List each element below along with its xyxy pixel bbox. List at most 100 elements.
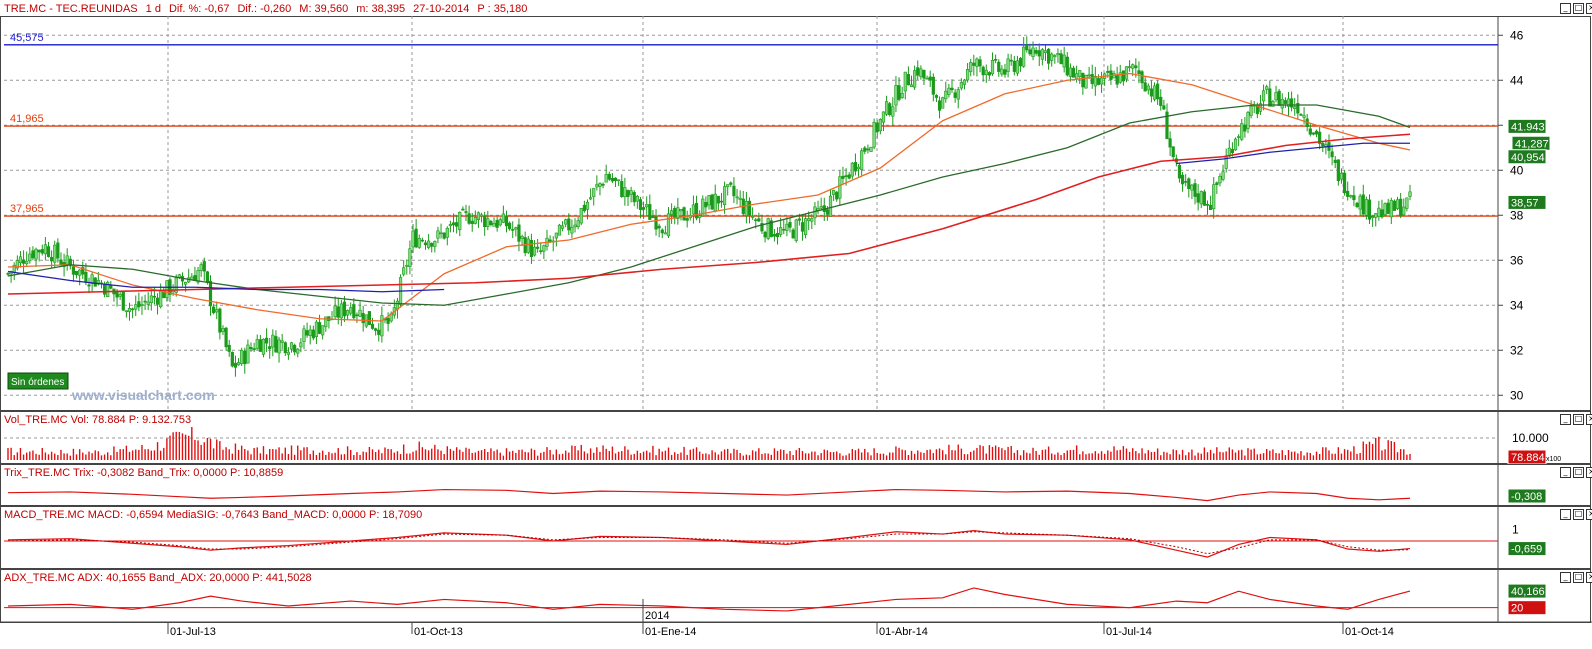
candle-body — [208, 280, 213, 307]
candle-body — [196, 270, 200, 283]
candle-body — [891, 106, 895, 117]
candle-body — [143, 300, 147, 303]
candle-body — [713, 193, 717, 212]
candle-body — [1018, 57, 1023, 67]
close-icon[interactable]: × — [1586, 572, 1592, 583]
candle-body — [271, 334, 275, 348]
maximize-icon[interactable]: □ — [1573, 509, 1584, 520]
candle-body — [529, 240, 534, 258]
candle-body — [420, 239, 424, 242]
x-tick-label: 01-Abr-14 — [879, 626, 928, 638]
adx-band-tag-box — [1507, 600, 1547, 616]
candle-body — [1059, 53, 1063, 65]
candle-body — [651, 216, 655, 218]
candle-body — [87, 284, 91, 287]
candle-body — [1265, 86, 1269, 90]
candle-body — [355, 314, 359, 317]
adx-band-tag-text: 20 — [1511, 603, 1523, 615]
candle-body — [1081, 72, 1085, 88]
candle-body — [445, 227, 449, 238]
candle-body — [243, 350, 247, 365]
candle-body — [853, 162, 858, 172]
main-window-buttons: _ □ × — [1560, 3, 1592, 14]
price-tag-3-box — [1507, 194, 1547, 210]
candle-body — [554, 232, 558, 239]
candle-body — [1071, 67, 1076, 78]
candle-body — [165, 280, 169, 299]
candle-body — [495, 220, 499, 228]
candle-body — [1212, 184, 1216, 210]
candle-body — [997, 61, 1001, 72]
candle-body — [732, 185, 736, 197]
candle-body — [215, 309, 219, 313]
candle-body — [1190, 184, 1194, 191]
maximize-icon[interactable]: □ — [1573, 572, 1584, 583]
candle-body — [722, 186, 727, 206]
close-icon[interactable]: × — [1586, 3, 1592, 14]
candle-body — [769, 220, 773, 238]
candle-body — [803, 218, 808, 235]
price-tag-0-box — [1507, 118, 1547, 134]
candle-body — [1277, 90, 1281, 106]
candle-body — [342, 301, 347, 317]
close-icon[interactable]: × — [1586, 509, 1592, 520]
candle-body — [1090, 74, 1094, 85]
candle-body — [1383, 203, 1387, 215]
candle-body — [127, 307, 132, 312]
x-tick-label: 01-Oct-13 — [414, 626, 463, 638]
macd-panel-frame — [0, 506, 1591, 569]
candle-body — [37, 249, 41, 253]
maximize-icon[interactable]: □ — [1573, 414, 1584, 425]
candle-body — [118, 294, 122, 297]
candle-body — [807, 218, 811, 222]
close-icon[interactable]: × — [1586, 467, 1592, 478]
candle-body — [1271, 101, 1275, 107]
candle-body — [906, 74, 910, 86]
candle-body — [526, 238, 530, 253]
candle-body — [632, 192, 636, 203]
minimize-icon[interactable]: _ — [1560, 414, 1571, 425]
candle-body — [1171, 146, 1175, 158]
candle-body — [1280, 99, 1284, 109]
candle-body — [1140, 71, 1144, 84]
candle-body — [542, 245, 546, 252]
candle-body — [1352, 195, 1356, 201]
adx-value-tag-box — [1507, 583, 1547, 599]
candle-body — [15, 260, 19, 269]
candle-body — [598, 183, 602, 187]
candle-body — [40, 249, 44, 254]
trix-value-tag-text: -0,308 — [1511, 491, 1542, 503]
minimize-icon[interactable]: _ — [1560, 3, 1571, 14]
minimize-icon[interactable]: _ — [1560, 467, 1571, 478]
candle-body — [152, 295, 157, 298]
candle-body — [1293, 106, 1297, 109]
price-tag-2-box — [1507, 149, 1547, 165]
candle-body — [159, 290, 163, 308]
moving-average-red — [7, 133, 1411, 295]
candle-body — [1003, 69, 1007, 75]
candle-body — [1152, 85, 1157, 100]
candle-body — [155, 297, 160, 305]
sin-ordenes-bg — [7, 372, 69, 390]
volume-scale-label: x100 — [1546, 456, 1561, 463]
candle-body — [1290, 98, 1294, 108]
maximize-icon[interactable]: □ — [1573, 467, 1584, 478]
candle-body — [71, 266, 76, 275]
candle-body — [43, 244, 47, 255]
minimize-icon[interactable]: _ — [1560, 509, 1571, 520]
candle-body — [1408, 191, 1412, 197]
candle-body — [430, 242, 434, 247]
candle-body — [280, 340, 284, 343]
candle-body — [610, 178, 615, 182]
maximize-icon[interactable]: □ — [1573, 3, 1584, 14]
candle-body — [670, 210, 674, 216]
candle-body — [352, 304, 356, 319]
candle-body — [402, 267, 406, 275]
candle-body — [875, 122, 879, 133]
candle-body — [386, 317, 390, 324]
minimize-icon[interactable]: _ — [1560, 572, 1571, 583]
candle-body — [1349, 195, 1353, 198]
candle-body — [199, 264, 203, 271]
close-icon[interactable]: × — [1586, 414, 1592, 425]
